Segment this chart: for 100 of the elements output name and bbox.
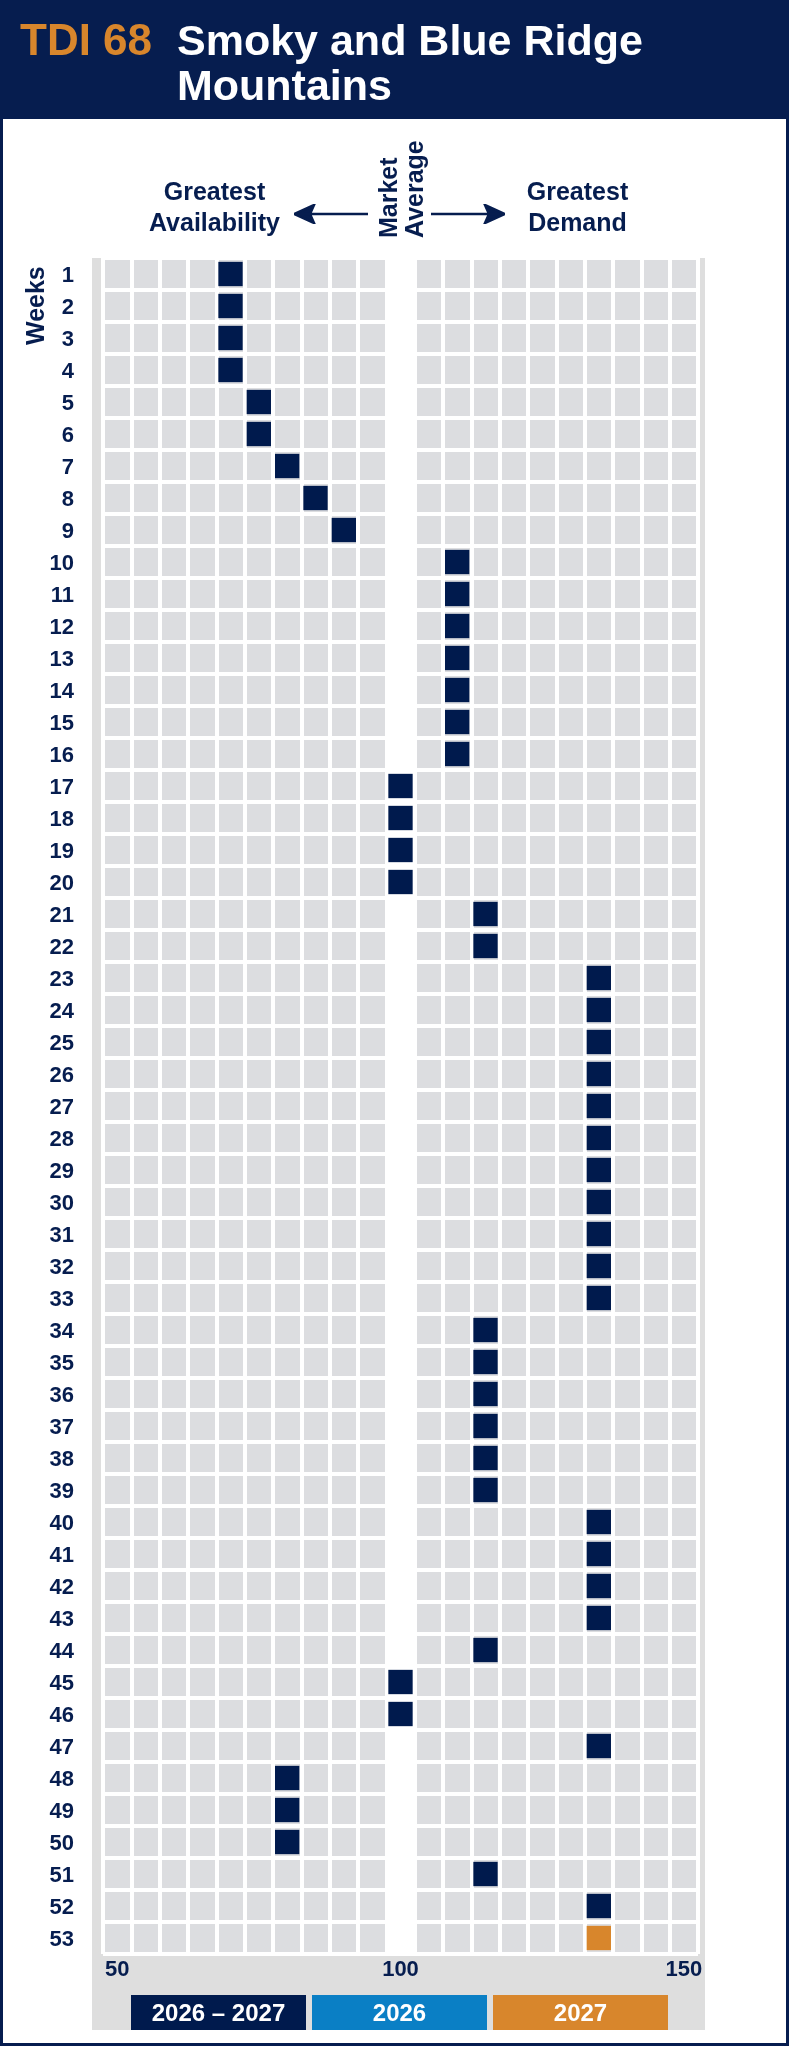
point xyxy=(586,1925,611,1951)
point xyxy=(586,1189,611,1215)
point xyxy=(586,1733,611,1759)
y-tick-label: 10 xyxy=(49,549,74,575)
y-tick-label: 12 xyxy=(49,613,74,639)
y-tick-label: 21 xyxy=(49,901,74,927)
y-tick-label: 52 xyxy=(49,1893,74,1919)
point xyxy=(303,485,328,511)
y-tick-label: 44 xyxy=(49,1637,75,1663)
point xyxy=(473,933,498,959)
chart-title: TDI 68 xyxy=(20,15,153,64)
point xyxy=(586,1157,611,1183)
point xyxy=(445,709,470,735)
point xyxy=(218,357,243,383)
y-tick-label: 20 xyxy=(49,869,74,895)
point xyxy=(586,1509,611,1535)
x-tick-label: 100 xyxy=(382,1955,419,1981)
legend-label: 2026 – 2027 xyxy=(151,1995,306,2030)
point xyxy=(473,1317,498,1343)
point xyxy=(275,1765,300,1791)
point xyxy=(445,549,470,575)
point xyxy=(586,1605,611,1631)
y-tick-label: 15 xyxy=(49,709,74,735)
chart-subtitle: Smoky and Blue Ridge Mountains xyxy=(177,16,644,109)
point xyxy=(586,1573,611,1599)
x-tick-label: 50 xyxy=(104,1955,130,1981)
y-tick-label: 42 xyxy=(49,1573,74,1599)
point xyxy=(473,1861,498,1887)
point xyxy=(275,1797,300,1823)
y-tick-label: 48 xyxy=(49,1765,74,1791)
y-axis-title: Weeks xyxy=(21,265,49,345)
y-tick-label: 37 xyxy=(49,1413,74,1439)
point xyxy=(586,1029,611,1055)
point xyxy=(388,773,413,799)
y-tick-label: 49 xyxy=(49,1797,74,1823)
point xyxy=(473,901,498,927)
y-tick-label: 9 xyxy=(61,517,74,543)
point xyxy=(445,581,470,607)
point xyxy=(218,293,243,319)
point xyxy=(473,1477,498,1503)
y-tick-label: 13 xyxy=(49,645,74,671)
y-tick-label: 3 xyxy=(61,325,74,351)
point xyxy=(331,517,356,543)
y-tick-label: 8 xyxy=(61,485,74,511)
y-tick-label: 40 xyxy=(49,1509,74,1535)
y-tick-label: 27 xyxy=(49,1093,74,1119)
point xyxy=(388,869,413,895)
y-tick-label: 18 xyxy=(49,805,74,831)
y-tick-label: 24 xyxy=(49,997,75,1023)
y-tick-label: 30 xyxy=(49,1189,74,1215)
point xyxy=(586,997,611,1023)
y-tick-label: 22 xyxy=(49,933,74,959)
point xyxy=(473,1349,498,1375)
y-tick-label: 41 xyxy=(49,1541,74,1567)
text: Greatest Availability xyxy=(147,176,282,238)
point xyxy=(246,421,271,447)
y-tick-label: 17 xyxy=(49,773,74,799)
point xyxy=(218,325,243,351)
point xyxy=(473,1637,498,1663)
y-tick-label: 32 xyxy=(49,1253,74,1279)
point xyxy=(275,453,300,479)
point xyxy=(586,1893,611,1919)
point xyxy=(388,837,413,863)
y-tick-label: 31 xyxy=(49,1221,74,1247)
point xyxy=(218,261,243,287)
legend-label: 2026 xyxy=(372,1995,487,2030)
y-tick-label: 51 xyxy=(49,1861,74,1887)
y-tick-label: 2 xyxy=(61,293,74,319)
y-tick-label: 47 xyxy=(49,1733,74,1759)
point xyxy=(473,1413,498,1439)
y-tick-label: 16 xyxy=(49,741,74,767)
y-tick-label: 6 xyxy=(61,421,74,447)
y-tick-label: 7 xyxy=(61,453,74,479)
point xyxy=(586,1221,611,1247)
point xyxy=(445,741,470,767)
y-tick-label: 25 xyxy=(49,1029,74,1055)
y-tick-label: 5 xyxy=(61,389,74,415)
y-tick-label: 34 xyxy=(49,1317,75,1343)
point xyxy=(275,1829,300,1855)
point xyxy=(388,805,413,831)
point xyxy=(586,965,611,991)
point xyxy=(388,1669,413,1695)
point xyxy=(586,1125,611,1151)
y-tick-label: 26 xyxy=(49,1061,74,1087)
y-tick-label: 1 xyxy=(61,261,74,287)
y-tick-label: 53 xyxy=(49,1925,74,1951)
point xyxy=(586,1285,611,1311)
point xyxy=(586,1253,611,1279)
y-tick-label: 19 xyxy=(49,837,74,863)
y-tick-label: 38 xyxy=(49,1445,74,1471)
point xyxy=(388,1701,413,1727)
point xyxy=(246,389,271,415)
text: Greatest Demand xyxy=(525,176,630,238)
point xyxy=(445,613,470,639)
point xyxy=(445,645,470,671)
point xyxy=(473,1445,498,1471)
point xyxy=(586,1061,611,1087)
y-tick-label: 33 xyxy=(49,1285,74,1311)
band-label: Market Average xyxy=(373,139,428,238)
y-tick-label: 28 xyxy=(49,1125,74,1151)
